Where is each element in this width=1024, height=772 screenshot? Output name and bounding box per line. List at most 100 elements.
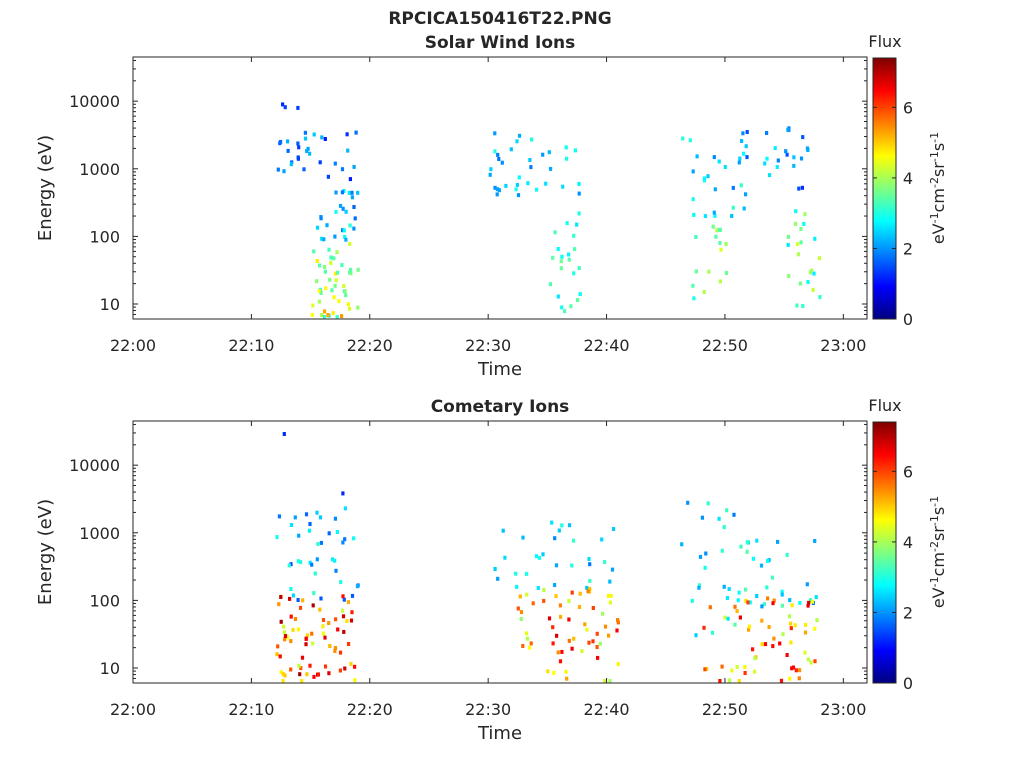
y-tick-label: 100	[89, 227, 120, 246]
heatmap-cell	[509, 147, 513, 152]
heatmap-cell	[560, 305, 564, 310]
heatmap-cell	[514, 187, 518, 192]
heatmap-cell	[323, 664, 328, 669]
heatmap-cell	[738, 615, 742, 620]
heatmap-cell	[787, 274, 791, 279]
heatmap-cell	[718, 679, 722, 683]
heatmap-cell	[691, 197, 695, 202]
heatmap-cell	[730, 668, 734, 673]
heatmap-cell	[496, 152, 500, 157]
heatmap-cell	[567, 599, 571, 603]
heatmap-cell	[519, 617, 523, 621]
heatmap-cell	[570, 646, 574, 651]
heatmap-cell	[797, 186, 801, 191]
heatmap-cell	[536, 586, 540, 590]
heatmap-cell	[780, 589, 784, 594]
heatmap-cell	[563, 309, 567, 314]
heatmap-cell	[713, 187, 717, 192]
heatmap-cell	[339, 580, 343, 585]
x-axis-label: Time	[477, 723, 522, 744]
x-tick-label: 23:00	[820, 700, 866, 719]
heatmap-cell	[322, 237, 326, 242]
heatmap-cell	[724, 242, 728, 246]
heatmap-cell	[310, 562, 314, 567]
heatmap-cell	[289, 639, 293, 644]
heatmap-cell	[300, 679, 304, 683]
heatmap-cell	[760, 642, 764, 647]
heatmap-cell	[352, 164, 356, 169]
heatmap-cell	[335, 315, 339, 319]
heatmap-cell	[332, 295, 336, 300]
heatmap-cell	[315, 557, 319, 562]
heatmap-cell	[740, 139, 744, 143]
heatmap-cell	[335, 270, 340, 275]
heatmap-cell	[608, 579, 612, 584]
heatmap-cell	[616, 618, 620, 622]
heatmap-cell	[323, 137, 327, 141]
heatmap-cell	[775, 165, 779, 169]
x-tick-label: 22:10	[228, 336, 274, 355]
heatmap-cell	[323, 269, 327, 274]
heatmap-cell	[772, 598, 776, 603]
heatmap-cell	[556, 247, 560, 251]
heatmap-cell	[276, 167, 280, 172]
heatmap-cell	[353, 216, 357, 221]
heatmap-cell	[813, 626, 817, 631]
heatmap-cell	[786, 234, 790, 239]
heatmap-cell	[785, 552, 789, 557]
heatmap-cell	[577, 191, 581, 196]
colorbar-ticks: 0 2 4 6	[873, 462, 913, 693]
heatmap-cell	[350, 610, 354, 615]
heatmap-cell	[289, 667, 293, 672]
heatmap-cell	[310, 631, 314, 636]
heatmap-cell	[305, 672, 309, 677]
heatmap-cell	[809, 598, 813, 603]
heatmap-cell	[501, 528, 505, 533]
heatmap-cell	[341, 491, 345, 496]
heatmap-cell	[731, 185, 735, 190]
heatmap-cell	[282, 630, 287, 635]
heatmap-cell	[553, 230, 557, 235]
heatmap-cell	[795, 242, 800, 247]
heatmap-cell	[567, 523, 572, 528]
heatmap-cell	[303, 136, 308, 141]
heatmap-cell	[700, 515, 704, 520]
heatmap-cell	[283, 105, 287, 110]
heatmap-cell	[333, 646, 338, 650]
heatmap-cell	[493, 131, 497, 136]
heatmap-cell	[738, 156, 742, 161]
y-tick-label: 1000	[79, 524, 120, 543]
heatmap-cell	[556, 650, 560, 655]
heatmap-cell	[327, 621, 331, 625]
y-axis-label: Energy (eV)	[35, 499, 56, 605]
heatmap-cell	[791, 665, 796, 670]
colorbar-gradient	[872, 57, 897, 320]
y-tick-label: 10	[100, 295, 120, 314]
y-tick-label: 10000	[69, 456, 120, 475]
colorbar-tick-label: 4	[903, 169, 913, 188]
heatmap-cell	[315, 510, 319, 515]
heatmap-cell	[585, 627, 589, 632]
heatmap-cell	[732, 512, 736, 517]
heatmap-cell	[319, 216, 323, 221]
heatmap-cell	[697, 585, 701, 590]
heatmap-cell	[780, 592, 784, 597]
heatmap-cell	[529, 641, 533, 646]
heatmap-cell	[805, 146, 809, 151]
heatmap-cell	[598, 641, 602, 646]
heatmap-cell	[329, 260, 333, 265]
heatmap-cell	[342, 597, 346, 602]
heatmap-cell	[281, 672, 285, 677]
colorbar-tick-label: 4	[903, 533, 913, 552]
heatmap-cell	[346, 302, 350, 307]
heatmap-cell	[537, 555, 541, 560]
heatmap-cell	[812, 271, 816, 276]
heatmap-cell	[595, 645, 599, 649]
heatmap-cell	[276, 644, 280, 649]
heatmap-cell	[573, 148, 577, 153]
heatmap-cell	[778, 641, 782, 646]
heatmap-cell	[790, 666, 794, 671]
heatmap-cell	[768, 173, 772, 178]
heatmap-cell	[331, 311, 335, 316]
